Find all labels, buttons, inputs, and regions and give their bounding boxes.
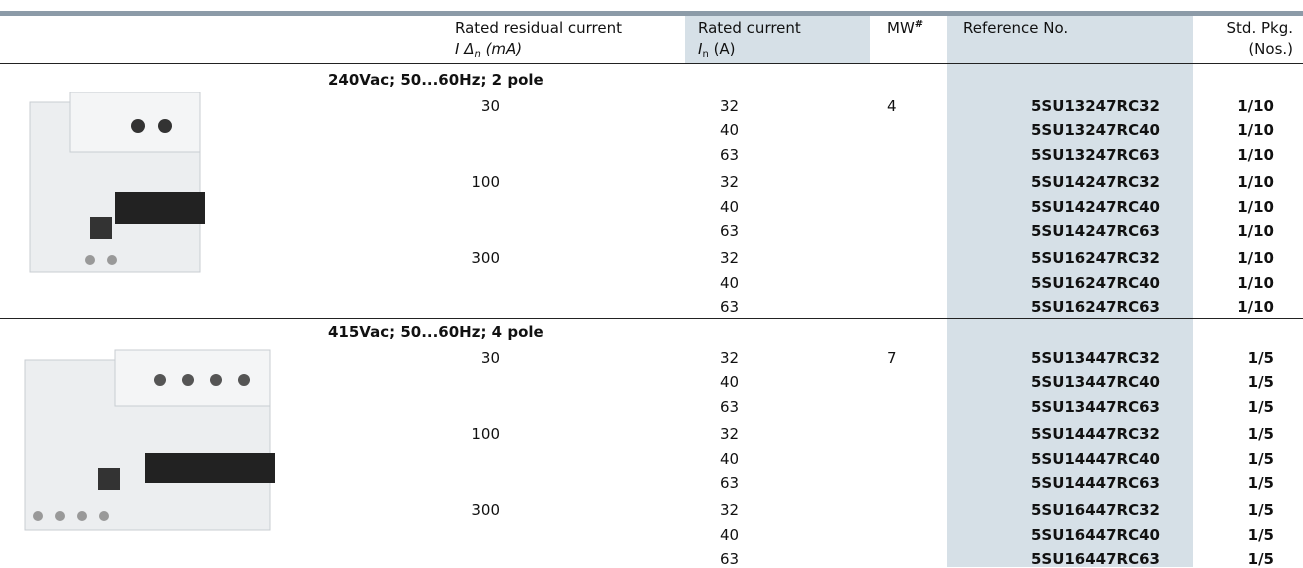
rated-current: 63 (720, 550, 740, 568)
reference-no: 5SU16247RC63 (1030, 298, 1160, 317)
residual-current: 100 (471, 173, 500, 192)
text: (mA) (485, 40, 523, 58)
reference-no: 5SU16247RC40 (1030, 273, 1160, 292)
std-pkg: 1/5 (1247, 349, 1274, 367)
rated-current: 40 (720, 273, 740, 292)
text: (A) (713, 40, 736, 58)
residual-current: 30 (480, 349, 500, 367)
header-pkg: Std. Pkg. (1226, 19, 1293, 37)
text: I (698, 40, 703, 58)
rated-current: 32 (720, 501, 740, 520)
reference-no: 5SU13247RC63 (1030, 145, 1160, 164)
std-pkg: 1/10 (1237, 121, 1274, 140)
rated-current: 40 (720, 121, 740, 140)
reference-no: 5SU14247RC63 (1030, 222, 1160, 240)
std-pkg: 1/10 (1237, 298, 1274, 317)
reference-no: 5SU13247RC32 (1030, 97, 1160, 115)
header-residual-unit: I Δn (mA) (455, 40, 523, 60)
rated-current: 32 (720, 173, 740, 192)
std-pkg: 1/5 (1247, 449, 1274, 468)
residual-current: 30 (480, 97, 500, 115)
product-image-2pole (29, 92, 205, 273)
text: I Δ (455, 40, 475, 58)
reference-no: 5SU13247RC40 (1030, 121, 1160, 140)
rated-current: 32 (720, 249, 740, 268)
reference-no: 5SU13447RC32 (1030, 349, 1160, 367)
text: MW (887, 19, 915, 37)
rated-current: 63 (720, 298, 740, 317)
std-pkg: 1/10 (1237, 173, 1274, 192)
mw: 4 (887, 97, 897, 115)
std-pkg: 1/5 (1247, 474, 1274, 492)
residual-current: 300 (471, 501, 500, 520)
header-mw: MW# (887, 19, 923, 37)
std-pkg: 1/10 (1237, 273, 1274, 292)
std-pkg: 1/5 (1247, 525, 1274, 544)
reference-no: 5SU13447RC40 (1030, 373, 1160, 392)
std-pkg: 1/10 (1237, 145, 1274, 164)
reference-no: 5SU14447RC32 (1030, 425, 1160, 444)
current-header-band (685, 16, 870, 63)
reference-no: 5SU16447RC63 (1030, 550, 1160, 568)
reference-no: 5SU13447RC63 (1030, 397, 1160, 416)
section-rule (0, 318, 1303, 319)
std-pkg: 1/5 (1247, 550, 1274, 568)
rated-current: 32 (720, 425, 740, 444)
mw: 7 (887, 349, 897, 367)
reference-no: 5SU14247RC40 (1030, 197, 1160, 216)
rated-current: 63 (720, 222, 740, 240)
std-pkg: 1/5 (1247, 425, 1274, 444)
header-residual: Rated residual current (455, 19, 622, 37)
std-pkg: 1/10 (1237, 197, 1274, 216)
top-bar (0, 11, 1303, 16)
rated-current: 63 (720, 145, 740, 164)
residual-current: 100 (471, 425, 500, 444)
std-pkg: 1/5 (1247, 397, 1274, 416)
std-pkg: 1/5 (1247, 501, 1274, 520)
reference-no: 5SU14447RC63 (1030, 474, 1160, 492)
reference-no: 5SU14247RC32 (1030, 173, 1160, 192)
std-pkg: 1/10 (1237, 249, 1274, 268)
rated-current: 32 (720, 97, 740, 115)
header-current: Rated current (698, 19, 801, 37)
rated-current: 32 (720, 349, 740, 367)
rated-current: 40 (720, 197, 740, 216)
section-title: 415Vac; 50...60Hz; 4 pole (328, 323, 544, 341)
text: Rated residual current (455, 19, 622, 37)
reference-no: 5SU16247RC32 (1030, 249, 1160, 268)
residual-current: 300 (471, 249, 500, 268)
reference-band (947, 16, 1193, 567)
header-reference: Reference No. (963, 19, 1069, 37)
header-pkg-unit: (Nos.) (1248, 40, 1293, 58)
reference-no: 5SU16447RC32 (1030, 501, 1160, 520)
std-pkg: 1/10 (1237, 97, 1274, 115)
std-pkg: 1/10 (1237, 222, 1274, 240)
section-title: 240Vac; 50...60Hz; 2 pole (328, 71, 544, 89)
text: n (702, 49, 709, 60)
rated-current: 63 (720, 397, 740, 416)
reference-no: 5SU14447RC40 (1030, 449, 1160, 468)
rated-current: 63 (720, 474, 740, 492)
rated-current: 40 (720, 373, 740, 392)
reference-no: 5SU16447RC40 (1030, 525, 1160, 544)
rated-current: 40 (720, 449, 740, 468)
text: Rated current (698, 19, 801, 37)
std-pkg: 1/5 (1247, 373, 1274, 392)
product-image-4pole (24, 349, 275, 531)
header-current-unit: In (A) (698, 40, 736, 60)
header-rule (0, 63, 1303, 64)
rated-current: 40 (720, 525, 740, 544)
text: n (474, 49, 481, 60)
text: # (914, 19, 924, 30)
